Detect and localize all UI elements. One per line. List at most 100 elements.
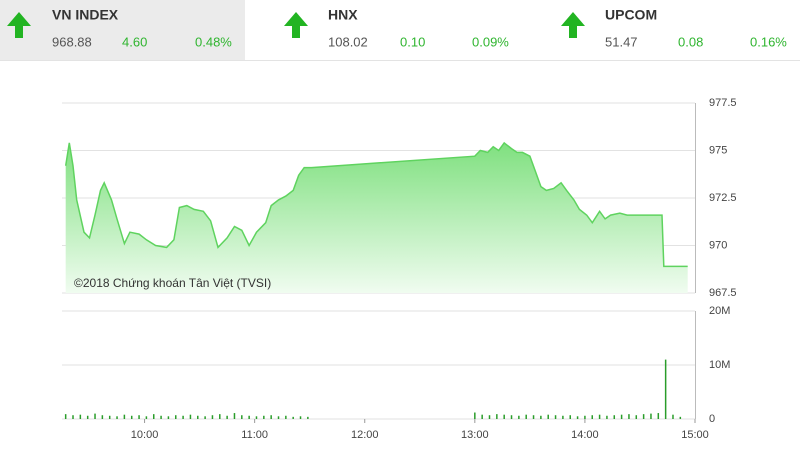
volume-bar [540,415,542,419]
volume-bar [299,416,302,419]
volume-bar [620,414,623,419]
up-arrow [7,12,31,38]
volume-bar [628,414,630,419]
volume-bar [189,414,192,419]
volume-bar [518,415,520,419]
x-tick-label: 12:00 [351,429,379,441]
index-percent: 0.09% [472,34,509,49]
volume-bar [474,412,476,419]
volume-bar [525,414,527,419]
volume-bar [510,415,513,419]
x-tick-label: 15:00 [681,429,709,441]
volume-bar [562,415,564,419]
volume-bar [72,415,74,419]
volume-bar [591,415,594,419]
y-tick-label: 10M [709,359,730,371]
volume-bar [569,415,571,419]
y-tick-label: 977.5 [709,97,737,109]
volume-bar [255,416,258,419]
index-percent: 0.48% [195,34,232,49]
volume-bar [175,415,177,419]
volume-bar [270,415,272,419]
y-tick-label: 0 [709,413,715,425]
volume-bar [679,416,682,419]
volume-bar [86,415,89,419]
volume-bar [197,415,199,419]
index-percent: 0.16% [750,34,787,49]
volume-bar [576,416,579,419]
volume-bar [613,415,616,419]
volume-bar [672,414,674,419]
area-fill [65,142,688,293]
y-tick-label: 972.5 [709,192,737,204]
volume-bar [547,414,549,419]
volume-bar [496,414,498,419]
volume-bar [182,415,184,419]
volume-bar [64,414,67,419]
index-change: 4.60 [122,34,147,49]
copyright: ©2018 Chứng khoán Tân Việt (TVSI) [74,276,271,290]
volume-bar [488,415,491,419]
index-name: VN INDEX [52,7,119,23]
index-change: 0.08 [678,34,703,49]
volume-bar [241,415,243,419]
volume-bar [130,415,133,419]
index-tile[interactable]: VN INDEX 968.88 4.60 0.48% [7,7,232,50]
volume-bar [584,415,586,419]
y-tick-label: 20M [709,305,730,317]
y-tick-label: 967.5 [709,287,737,299]
volume-bar [116,416,118,419]
volume-bar [598,414,601,419]
volume-bar [219,414,221,419]
up-arrow [561,12,585,38]
volume-bar [167,416,170,419]
volume-bar [657,413,660,419]
volume-bar [642,414,645,419]
volume-bar [503,414,505,419]
volume-bar [145,416,148,419]
volume-bar [292,416,294,419]
volume-bar [233,413,236,419]
x-tick-label: 14:00 [571,429,599,441]
volume-bar [285,415,287,419]
x-tick-label: 11:00 [241,429,268,441]
volume-bar [664,359,667,419]
y-tick-label: 975 [709,144,727,156]
index-tile[interactable]: HNX 108.02 0.10 0.09% [284,7,509,50]
volume-bar [211,415,214,419]
volume-bar [635,415,638,419]
volume-bar [152,414,155,419]
index-value: 51.47 [605,34,638,49]
x-tick-label: 13:00 [461,429,489,441]
index-value: 108.02 [328,34,368,49]
index-name: UPCOM [605,7,657,23]
index-change: 0.10 [400,34,425,49]
index-tile[interactable]: UPCOM 51.47 0.08 0.16% [561,7,787,50]
price-line [64,141,688,268]
volume-bar [606,415,608,419]
index-value: 968.88 [52,34,92,49]
volume-bar [123,414,126,419]
volume-bar [481,414,483,419]
volume-bar [79,414,82,419]
volume-bar [108,415,111,419]
volume-bar [277,416,280,419]
tile-bg [0,0,245,60]
volume-bar [307,416,309,419]
x-tick-label: 10:00 [131,429,159,441]
index-name: HNX [328,7,358,23]
volume-bar [650,413,652,419]
up-arrow [284,12,308,38]
volume-bar [138,415,140,419]
y-tick-label: 970 [709,239,727,251]
volume-bar [248,415,250,419]
volume-bar [204,416,206,419]
volume-bar [226,415,228,419]
volume-bar [94,413,96,419]
volume-bar [160,415,162,419]
volume-bar [554,415,557,419]
volume-bar [101,415,104,419]
volume-bar [263,415,265,419]
volume-bar [532,415,535,419]
